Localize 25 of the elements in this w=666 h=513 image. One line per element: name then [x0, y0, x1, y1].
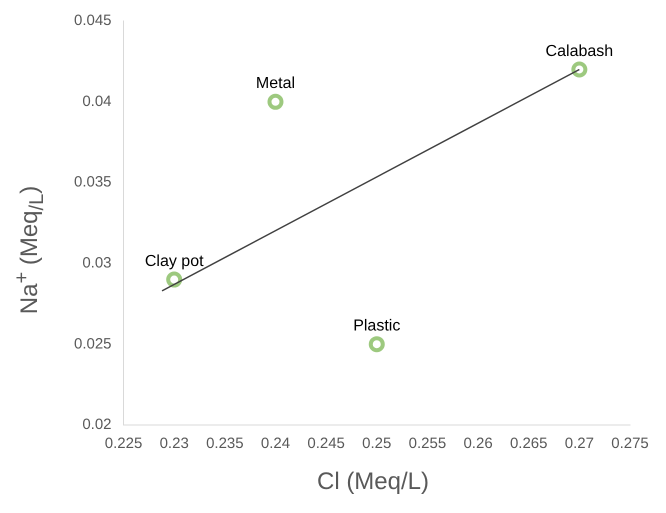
- y-tick-label: 0.03: [82, 254, 112, 272]
- x-tick-label: 0.24: [260, 435, 290, 452]
- x-tick-label: 0.26: [463, 435, 493, 452]
- point: [571, 61, 588, 78]
- point: [267, 94, 284, 110]
- annotation: Plastic: [353, 318, 400, 335]
- x-tick-label: 0.235: [206, 435, 244, 452]
- x-tick-label: 0.23: [160, 435, 189, 452]
- annotation: Metal: [256, 75, 296, 92]
- y-tick-label: 0.025: [74, 335, 112, 352]
- x-tick-label: 0.275: [611, 435, 649, 452]
- x-tick-label: 0.265: [510, 435, 548, 452]
- annotation: Clay pot: [144, 252, 204, 270]
- x-tick-label: 0.225: [104, 435, 142, 452]
- x-tick-label: 0.245: [307, 435, 345, 452]
- x-tick-label: 0.27: [564, 435, 594, 452]
- x-tick-label: 0.25: [362, 435, 392, 452]
- x-tick-label: 0.255: [408, 435, 446, 452]
- y-tick-label: 0.02: [82, 416, 112, 434]
- x-axis-title: Cl (Meq/L): [316, 468, 430, 496]
- annotation: Calabash: [546, 42, 614, 60]
- y-tick-label: 0.04: [82, 92, 112, 110]
- point: [368, 336, 385, 352]
- y-tick-label: 0.045: [74, 12, 112, 30]
- y-tick-label: 0.035: [74, 174, 112, 191]
